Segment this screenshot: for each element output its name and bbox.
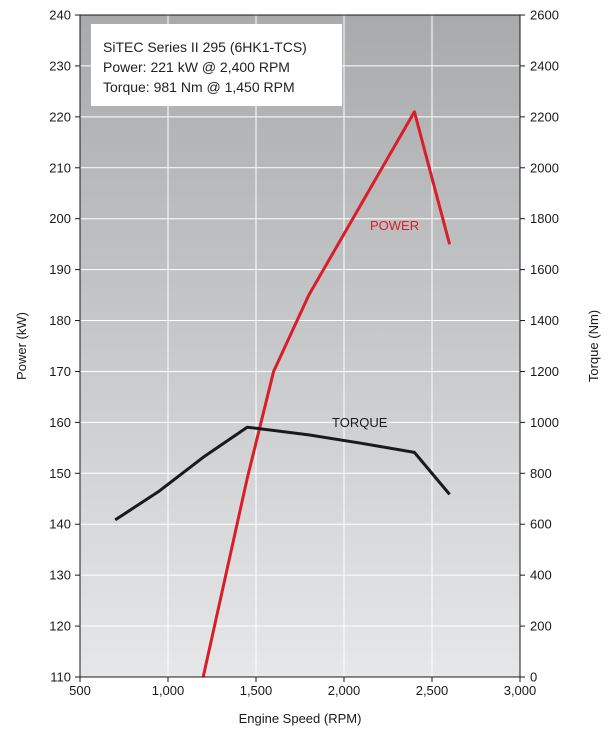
- y-right-tick-label: 600: [530, 517, 552, 532]
- y-right-tick-label: 2600: [530, 8, 559, 23]
- x-tick-label: 3,000: [504, 683, 537, 698]
- y-right-tick-label: 800: [530, 466, 552, 481]
- info-box-torque: Torque: 981 Nm @ 1,450 RPM: [103, 79, 295, 95]
- y-right-tick-label: 1400: [530, 313, 559, 328]
- y-right-tick-label: 200: [530, 619, 552, 634]
- y-right-tick-label: 1000: [530, 415, 559, 430]
- y-right-tick-label: 1600: [530, 262, 559, 277]
- x-tick-label: 1,000: [152, 683, 185, 698]
- info-box: SiTEC Series II 295 (6HK1-TCS) Power: 22…: [91, 24, 342, 106]
- x-axis-title: Engine Speed (RPM): [239, 711, 362, 726]
- grid-lines: [80, 15, 520, 677]
- y-left-tick-label: 210: [49, 160, 71, 175]
- y-left-tick-label: 180: [49, 313, 71, 328]
- plot-frame: [79, 14, 521, 678]
- y-left-tick-label: 200: [49, 211, 71, 226]
- y-axis-left-title: Power (kW): [14, 312, 29, 380]
- torque-line: [114, 425, 451, 522]
- y-left-tick-label: 230: [49, 58, 71, 73]
- power-line: [201, 110, 452, 678]
- y-left-tick-label: 240: [49, 8, 71, 23]
- power-series-label: POWER: [370, 218, 419, 233]
- info-box-power: Power: 221 kW @ 2,400 RPM: [103, 59, 290, 75]
- y-left-tick-label: 220: [49, 109, 71, 124]
- y-left-tick-label: 130: [49, 568, 71, 583]
- info-box-background: [91, 24, 342, 106]
- plot-background: [80, 15, 520, 677]
- y-left-tick-label: 170: [49, 364, 71, 379]
- y-right-tick-label: 0: [530, 670, 537, 685]
- y-left-tick-label: 150: [49, 466, 71, 481]
- y-right-tick-label: 2400: [530, 58, 559, 73]
- y-right-tick-label: 400: [530, 568, 552, 583]
- y-left-tick-label: 190: [49, 262, 71, 277]
- x-tick-label: 500: [69, 683, 91, 698]
- y-right-tick-label: 1200: [530, 364, 559, 379]
- series-layer: [114, 110, 452, 678]
- x-tick-label: 2,000: [328, 683, 361, 698]
- y-right-tick-label: 1800: [530, 211, 559, 226]
- y-right-tick-label: 2000: [530, 160, 559, 175]
- x-tick-label: 1,500: [240, 683, 273, 698]
- x-tick-label: 2,500: [416, 683, 449, 698]
- y-left-tick-label: 120: [49, 619, 71, 634]
- axes-layer: 500 1,000 1,500 2,000 2,500 3,000 110 120 130 140…: [49, 8, 559, 699]
- info-box-model: SiTEC Series II 295 (6HK1-TCS): [103, 39, 307, 55]
- y-axis-right-title: Torque (Nm): [586, 310, 601, 382]
- y-left-tick-label: 160: [49, 415, 71, 430]
- y-left-tick-label: 110: [50, 670, 71, 685]
- y-left-tick-label: 140: [49, 517, 71, 532]
- torque-series-label: TORQUE: [332, 415, 388, 430]
- y-right-tick-label: 2200: [530, 109, 559, 124]
